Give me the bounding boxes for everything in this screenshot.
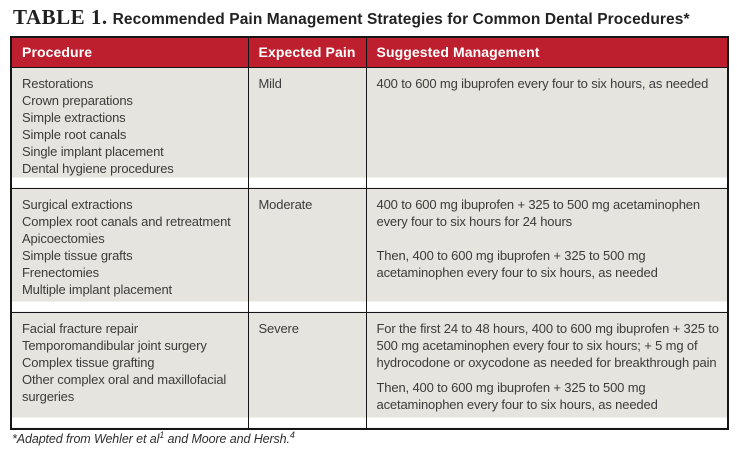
procedure-item: Surgical extractions — [22, 196, 133, 212]
footnote: *Adapted from Wehler et al1 and Moore an… — [12, 429, 295, 446]
management-paragraph: Then, 400 to 600 mg ibuprofen + 325 to 5… — [376, 247, 658, 280]
procedure-item: Complex tissue grafting — [22, 354, 155, 370]
table-row-severe: Facial fracture repair Temporomandibular… — [10, 311, 729, 430]
procedure-item: Other complex oral and maxillofacial sur… — [22, 371, 227, 404]
procedure-item: Simple root canals — [22, 126, 127, 142]
col-header-procedure: Procedure — [10, 36, 249, 68]
management-cell: 400 to 600 mg ibuprofen every four to si… — [365, 66, 729, 189]
procedure-cell: Surgical extractions Complex root canals… — [10, 187, 249, 313]
table-row-moderate: Surgical extractions Complex root canals… — [10, 187, 729, 313]
expected-pain-cell: Mild — [247, 66, 367, 189]
procedure-item: Multiple implant placement — [22, 281, 173, 297]
procedure-item: Temporomandibular joint surgery — [22, 337, 207, 353]
procedure-item: Simple extractions — [22, 109, 126, 125]
footnote-citation-1: 1 — [159, 429, 165, 440]
table-number-label: TABLE 1. — [13, 5, 108, 29]
expected-pain-cell: Moderate — [247, 187, 367, 313]
footnote-text: *Adapted from Wehler et al — [12, 432, 160, 446]
procedure-item: Restorations — [22, 75, 94, 91]
procedure-item: Frenectomies — [22, 264, 99, 280]
table-caption: Recommended Pain Management Strategies f… — [112, 11, 690, 28]
procedure-item: Single implant placement — [22, 143, 164, 159]
procedure-item: Dental hygiene procedures — [22, 160, 174, 176]
table-row-mild: Restorations Crown preparations Simple e… — [10, 66, 729, 189]
management-cell: For the first 24 to 48 hours, 400 to 600… — [365, 311, 729, 430]
table-title: TABLE 1. Recommended Pain Management Stra… — [13, 5, 690, 30]
procedure-item: Complex root canals and retreatment — [22, 213, 231, 229]
procedure-item: Apicoectomies — [22, 230, 105, 246]
col-header-suggested-management: Suggested Management — [365, 36, 729, 68]
management-cell: 400 to 600 mg ibuprofen + 325 to 500 mg … — [365, 187, 729, 313]
management-paragraph: For the first 24 to 48 hours, 400 to 600… — [376, 320, 719, 370]
management-paragraph: 400 to 600 mg ibuprofen + 325 to 500 mg … — [376, 196, 701, 229]
pain-management-table: Procedure Expected Pain Suggested Manage… — [10, 36, 729, 430]
col-header-expected-pain: Expected Pain — [247, 36, 367, 68]
header-row: Procedure Expected Pain Suggested Manage… — [10, 36, 729, 68]
expected-pain-cell: Severe — [247, 311, 367, 430]
procedure-item: Crown preparations — [22, 92, 133, 108]
procedure-cell: Restorations Crown preparations Simple e… — [10, 66, 249, 189]
procedure-item: Facial fracture repair — [22, 320, 138, 336]
management-paragraph: Then, 400 to 600 mg ibuprofen + 325 to 5… — [376, 379, 658, 412]
footnote-text: and Moore and Hersh. — [164, 432, 291, 446]
procedure-item: Simple tissue grafts — [22, 247, 133, 263]
footnote-citation-4: 4 — [289, 429, 295, 440]
management-paragraph: 400 to 600 mg ibuprofen every four to si… — [376, 75, 709, 91]
procedure-cell: Facial fracture repair Temporomandibular… — [10, 311, 249, 430]
